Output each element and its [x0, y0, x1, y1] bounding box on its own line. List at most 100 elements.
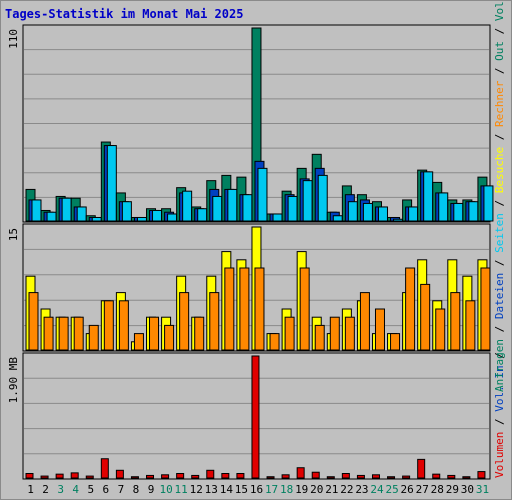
bar-volumen-day-13 — [206, 469, 215, 479]
legend-entry: Volumen — [493, 432, 506, 478]
x-tick-label-day-10: 10 — [159, 483, 172, 496]
x-tick-label-day-30: 30 — [461, 483, 474, 496]
x-tick-label-day-5: 5 — [87, 483, 94, 496]
bar-seiten-day-20 — [317, 174, 328, 222]
bar-seiten-day-10 — [167, 213, 178, 222]
bar-seiten-day-5 — [91, 216, 102, 222]
bar-rechner-day-26 — [405, 267, 416, 351]
legend-entry: / — [493, 260, 506, 267]
bar-seiten-day-11 — [182, 190, 193, 222]
bar-rechner-day-4 — [73, 316, 84, 351]
bar-seiten-day-9 — [152, 209, 163, 222]
legend-entry: / — [493, 352, 506, 359]
x-tick-label-day-2: 2 — [42, 483, 49, 496]
bar-seiten-day-2 — [46, 211, 57, 222]
x-tick-label-day-7: 7 — [118, 483, 125, 496]
bar-seiten-day-6 — [106, 145, 117, 222]
legend-entry: / — [493, 418, 506, 425]
x-tick-label-day-20: 20 — [310, 483, 323, 496]
bar-volumen-day-22 — [341, 473, 350, 479]
bar-volumen-day-19 — [296, 467, 305, 479]
bar-volumen-day-15 — [236, 473, 245, 479]
legend-legend_right_bottom: Volumen / Vol. In / — [493, 352, 506, 478]
bar-seiten-day-28 — [438, 192, 449, 222]
bar-seiten-day-4 — [76, 206, 87, 222]
legend-entry: Anfragen — [493, 339, 506, 392]
bar-seiten-day-26 — [408, 206, 419, 222]
x-tick-label-day-8: 8 — [133, 483, 140, 496]
bar-volumen-day-6 — [100, 458, 109, 479]
bar-seiten-day-8 — [136, 216, 147, 222]
x-tick-label-day-1: 1 — [27, 483, 34, 496]
x-tick-label-day-26: 26 — [401, 483, 414, 496]
bar-rechner-day-16 — [254, 267, 265, 351]
bar-volumen-day-1 — [25, 473, 34, 479]
bar-rechner-day-27 — [420, 283, 431, 351]
chart-title: Tages-Statistik im Monat Mai 2025 — [5, 7, 244, 21]
bar-volumen-day-21 — [326, 476, 335, 479]
legend-entry: / — [493, 67, 506, 74]
bar-seiten-day-31 — [483, 185, 494, 222]
bar-volumen-day-7 — [115, 469, 124, 479]
bar-seiten-day-14 — [227, 188, 238, 222]
x-tick-label-day-14: 14 — [220, 483, 234, 496]
bar-rechner-day-17 — [269, 333, 280, 351]
bar-seiten-day-27 — [423, 171, 434, 222]
x-tick-label-day-3: 3 — [57, 483, 64, 496]
bar-rechner-day-9 — [149, 316, 160, 351]
bar-seiten-day-7 — [121, 201, 132, 222]
x-tick-label-day-11: 11 — [175, 483, 188, 496]
legend-entry: Rechner — [493, 80, 506, 127]
bar-rechner-day-14 — [224, 267, 235, 351]
bar-seiten-day-24 — [377, 206, 388, 222]
legend-entry: Seiten — [493, 213, 506, 253]
bar-seiten-day-17 — [272, 213, 283, 222]
bar-seiten-day-21 — [332, 215, 343, 222]
bar-seiten-day-19 — [302, 180, 313, 222]
bar-rechner-day-24 — [374, 308, 385, 351]
bar-seiten-day-22 — [347, 201, 358, 222]
bar-rechner-day-10 — [164, 324, 175, 351]
bar-rechner-day-25 — [390, 333, 401, 351]
legend-entry: Besuche — [493, 147, 506, 193]
bar-seiten-day-3 — [61, 197, 72, 222]
bar-rechner-day-21 — [329, 316, 340, 351]
legend-entry: / — [493, 28, 506, 35]
bar-volumen-day-3 — [55, 473, 64, 479]
x-tick-label-day-23: 23 — [355, 483, 368, 496]
x-tick-label-day-31: 31 — [476, 483, 489, 496]
legend-entry: Out — [493, 41, 506, 61]
bar-volumen-day-27 — [417, 458, 426, 479]
legend-entry: Dateien — [493, 273, 506, 319]
bar-volumen-day-11 — [176, 473, 185, 479]
bar-volumen-day-5 — [85, 475, 94, 479]
bar-volumen-day-18 — [281, 474, 290, 479]
bar-rechner-day-30 — [465, 300, 476, 351]
x-tick-label-day-12: 12 — [190, 483, 203, 496]
bar-volumen-day-10 — [161, 474, 170, 479]
y-axis-label-visits: 15 — [7, 228, 20, 241]
bar-rechner-day-28 — [435, 308, 446, 351]
y-axis-label-requests: 110 — [7, 29, 20, 49]
bar-seiten-day-23 — [362, 202, 373, 222]
bar-rechner-day-1 — [28, 292, 39, 351]
legend-entry: Vol. In — [493, 365, 506, 411]
bar-volumen-day-4 — [70, 472, 79, 479]
x-tick-label-day-16: 16 — [250, 483, 263, 496]
bar-rechner-day-18 — [284, 316, 295, 351]
x-tick-label-day-15: 15 — [235, 483, 248, 496]
bar-rechner-day-15 — [239, 267, 250, 351]
x-tick-label-day-27: 27 — [416, 483, 429, 496]
bar-rechner-day-19 — [299, 267, 310, 351]
x-tick-label-day-6: 6 — [103, 483, 110, 496]
bar-volumen-day-8 — [130, 476, 139, 479]
bar-seiten-day-30 — [468, 201, 479, 222]
x-tick-label-day-19: 19 — [295, 483, 308, 496]
x-tick-label-day-4: 4 — [72, 483, 79, 496]
bar-rechner-day-20 — [314, 324, 325, 351]
x-tick-label-day-18: 18 — [280, 483, 293, 496]
bar-volumen-day-30 — [462, 476, 471, 479]
bar-rechner-day-5 — [88, 324, 99, 351]
legend-entry: / — [493, 134, 506, 141]
x-tick-label-day-9: 9 — [148, 483, 155, 496]
